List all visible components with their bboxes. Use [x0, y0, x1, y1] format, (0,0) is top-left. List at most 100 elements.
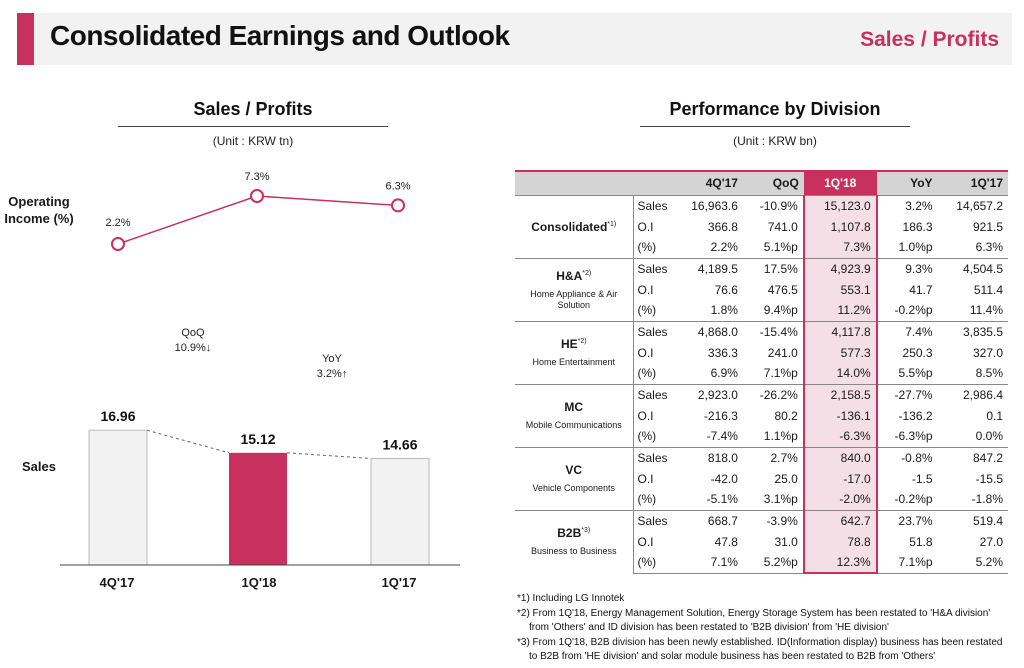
table-cell: 47.8 — [714, 534, 738, 549]
table-cell: 1.8% — [672, 300, 743, 322]
table-cell: 9.3% — [876, 257, 938, 279]
yoy-connector — [286, 452, 372, 459]
metric-label: (%) — [633, 426, 673, 448]
table-row: (%) -5.1% 3.1%p -2.0% -0.2%p -1.8% — [515, 489, 1008, 511]
operating-income-line-chart: 2.2% 7.3% 6.3% — [105, 171, 411, 251]
performance-table: 4Q'17 QoQ 1Q'18 YoY 1Q'17 Consolidated*1… — [515, 170, 1008, 574]
table-cell: 27.0 — [979, 534, 1003, 549]
table-cell: -42.0 — [710, 471, 738, 486]
col-header-1q18: 1Q'18 — [803, 171, 877, 195]
division-footnote-ref: *2) — [577, 338, 587, 345]
table-cell: 14,657.2 — [937, 194, 1008, 216]
metric-label: Sales — [633, 383, 673, 405]
division-name: HE*2) — [520, 337, 628, 351]
table-cell: 327.0 — [972, 345, 1003, 360]
table-row: (%) 7.1% 5.2%p 12.3% 7.1%p 5.2% — [515, 552, 1008, 574]
footnote-line: from 'Others' and ID division has been r… — [529, 622, 889, 633]
division-name-text: VC — [565, 463, 583, 477]
table-cell: 642.7 — [802, 509, 878, 531]
table-cell: 1.1%p — [742, 426, 804, 448]
oi-point — [250, 189, 264, 203]
oi-data-label: 7.3% — [244, 171, 269, 183]
col-header-qoq: QoQ — [742, 171, 804, 195]
division-subtitle: Home Appliance & Air Solution — [530, 288, 618, 310]
division-name: H&A*2) — [520, 269, 628, 283]
table-cell: 15,123.0 — [802, 194, 878, 216]
division-footnote-ref: *2) — [582, 269, 592, 277]
table-cell: 250.3 — [902, 345, 933, 360]
table-cell: 12.3% — [802, 552, 878, 574]
table-row: O.I -42.0 25.0 -17.0 -1.5 -15.5 — [515, 468, 1008, 489]
table-row: O.I 47.8 31.0 78.8 51.8 27.0 — [515, 531, 1008, 552]
table-cell: 577.3 — [802, 342, 878, 363]
metric-label: (%) — [633, 489, 673, 511]
table-cell: -26.2% — [742, 383, 804, 405]
table-cell: -5.1% — [672, 489, 743, 511]
category-label-1q18: 1Q'18 — [241, 575, 277, 590]
table-cell: -7.4% — [672, 426, 743, 448]
division-name-cell: Consolidated*1) — [515, 194, 634, 258]
table-cell: 51.8 — [909, 534, 933, 549]
header-bar — [17, 13, 1012, 65]
table-cell: 3.2% — [876, 194, 938, 216]
table-cell: 2.7% — [742, 446, 804, 468]
table-cell: 840.0 — [802, 446, 878, 468]
table-cell: 818.0 — [672, 446, 743, 468]
sales-data-label: 15.12 — [240, 431, 275, 447]
table-cell: 7.1%p — [876, 552, 938, 574]
table-cell: -6.3% — [802, 426, 878, 448]
metric-label: O.I — [637, 534, 654, 549]
table-row: HE*2) Home Entertainment Sales 4,868.0 -15.4… — [515, 320, 1008, 384]
table-cell: 2,158.5 — [802, 383, 878, 405]
table-cell: -6.3%p — [876, 426, 938, 448]
table-cell: 336.3 — [707, 345, 738, 360]
metric-label: (%) — [633, 237, 673, 259]
division-subtitle: Vehicle Components — [532, 483, 616, 493]
division-footnote-ref: *3) — [581, 527, 591, 535]
table-cell: 241.0 — [767, 345, 798, 360]
table-cell: 847.2 — [937, 446, 1008, 468]
left-unit-label: (Unit : KRW tn) — [212, 134, 294, 148]
table-row: VC Vehicle Components Sales 818.0 2.7% 840.0 -… — [515, 446, 1008, 510]
table-cell: -136.1 — [802, 405, 878, 426]
sales-data-label: 14.66 — [382, 436, 417, 452]
table-cell: 4,923.9 — [802, 257, 878, 279]
division-name-cell: MC Mobile Communications — [515, 383, 634, 447]
table-row: O.I 76.6 476.5 553.1 41.7 511.4 — [515, 279, 1008, 300]
oi-line — [117, 195, 399, 245]
footnote-line: to B2B from 'HE division' and solar modu… — [529, 651, 936, 662]
metric-label: Sales — [633, 446, 673, 468]
table-cell: -3.9% — [742, 509, 804, 531]
table-cell: -1.8% — [937, 489, 1008, 511]
division-name-cell: B2B*3) Business to Business — [515, 509, 634, 573]
table-cell: 5.1%p — [742, 237, 804, 259]
table-cell: -10.9% — [742, 194, 804, 216]
metric-label: Sales — [633, 320, 673, 342]
table-cell: 4,117.8 — [802, 320, 878, 342]
table-cell: 14.0% — [802, 363, 878, 385]
table-cell: 3.1%p — [742, 489, 804, 511]
left-title-underline — [118, 126, 388, 127]
division-subtitle: Mobile Communications — [525, 420, 622, 430]
table-cell: 553.1 — [802, 279, 878, 300]
table-cell: 7.3% — [802, 237, 878, 259]
table-cell: 8.5% — [937, 363, 1008, 385]
sales-data-label: 16.96 — [100, 408, 135, 424]
table-row: B2B*3) Business to Business Sales 668.7 -3.9… — [515, 509, 1008, 573]
table-cell: -15.4% — [742, 320, 804, 342]
table-cell: 25.0 — [774, 471, 798, 486]
table-cell: 23.7% — [876, 509, 938, 531]
table-cell: 6.3% — [937, 237, 1008, 259]
table-row: O.I -216.3 80.2 -136.1 -136.2 0.1 — [515, 405, 1008, 426]
table-row: MC Mobile Communications Sales 2,923.0 -26.2… — [515, 383, 1008, 447]
table-cell: 921.5 — [972, 219, 1003, 234]
table-cell: 1,107.8 — [802, 216, 878, 237]
yoy-value: 3.2%↑ — [317, 368, 348, 380]
table-cell: -216.3 — [703, 408, 738, 423]
table-cell: 4,504.5 — [937, 257, 1008, 279]
oi-data-label: 2.2% — [105, 217, 130, 229]
table-cell: 476.5 — [767, 282, 798, 297]
oi-point — [391, 198, 405, 213]
table-cell: 0.1 — [986, 408, 1003, 423]
metric-label: O.I — [637, 219, 654, 234]
